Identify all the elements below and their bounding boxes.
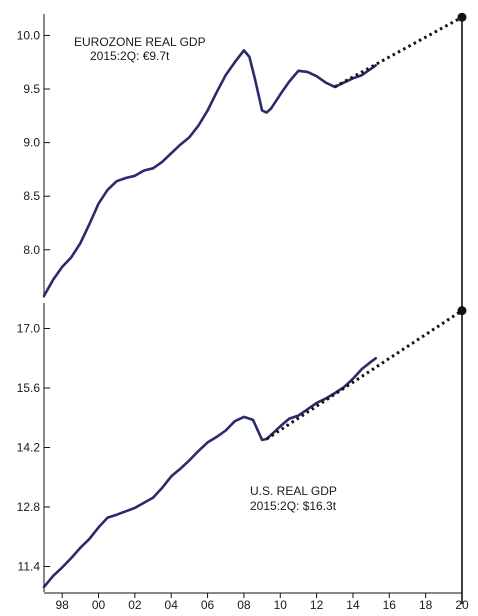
- x-axis: 98 00 02 04 06 08 10 12 14 16 18 20: [44, 592, 469, 612]
- bottom-annotation-sub: 2015:2Q: $16.3t: [250, 499, 337, 513]
- top-annotation-sub: 2015:2Q: €9.7t: [90, 49, 170, 63]
- x-tick-label: 16: [383, 598, 397, 612]
- bottom-y-tick-label: 11.4: [18, 560, 41, 574]
- top-y-tick-label: 8.5: [23, 189, 40, 203]
- x-tick-label: 04: [165, 598, 179, 612]
- top-projection-endpoint: [457, 12, 467, 22]
- bottom-projection-line: [265, 309, 463, 441]
- x-tick-label: 12: [310, 598, 324, 612]
- x-tick-label: 20: [455, 598, 469, 612]
- x-tick-label: 02: [128, 598, 142, 612]
- bottom-y-tick-label: 14.2: [17, 441, 41, 455]
- top-y-tick-label: 10.0: [17, 28, 41, 42]
- x-tick-label: 10: [274, 598, 288, 612]
- x-tick-label: 06: [201, 598, 215, 612]
- top-panel: EUROZONE REAL GDP 2015:2Q: €9.7t 8.0 8.5 9…: [17, 12, 467, 604]
- bottom-projection-endpoint: [457, 306, 467, 316]
- bottom-series-line: [42, 356, 378, 589]
- x-tick-label: 18: [419, 598, 433, 612]
- x-tick-label: 00: [92, 598, 106, 612]
- bottom-y-tick-label: 15.6: [17, 381, 41, 395]
- top-annotation-title: EUROZONE REAL GDP: [74, 35, 206, 49]
- bottom-panel: U.S. REAL GDP 2015:2Q: $16.3t 11.4 12.8 14…: [17, 303, 467, 592]
- x-tick-label: 08: [237, 598, 251, 612]
- x-tick-label: 14: [346, 598, 360, 612]
- top-projection-line: [334, 15, 463, 89]
- x-tick-label: 98: [55, 598, 69, 612]
- top-series-line: [42, 49, 378, 298]
- top-y-tick-label: 9.0: [23, 136, 40, 150]
- top-y-tick-label: 9.5: [23, 82, 40, 96]
- bottom-y-tick-label: 12.8: [17, 500, 41, 514]
- bottom-y-tick-label: 17.0: [17, 322, 41, 336]
- bottom-annotation-title: U.S. REAL GDP: [250, 484, 337, 498]
- top-y-tick-label: 8.0: [23, 243, 40, 257]
